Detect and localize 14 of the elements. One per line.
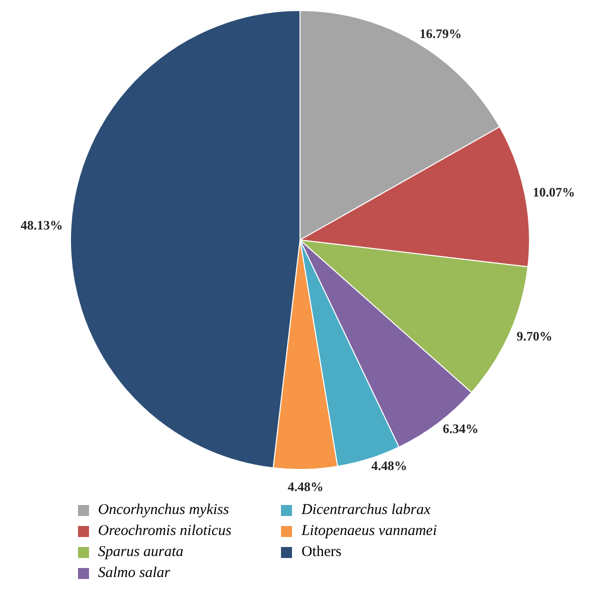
legend-label: Sparus aurata — [98, 544, 184, 561]
data-label: 6.34% — [442, 421, 479, 436]
legend-label: Oncorhynchus mykiss — [98, 502, 229, 519]
data-label: 9.70% — [516, 328, 552, 344]
legend-label: Litopenaeus vannamei — [301, 523, 437, 540]
legend-label: Oreochromis niloticus — [98, 523, 232, 540]
data-label: 48.13% — [20, 217, 63, 232]
legend-label: Salmo salar — [98, 565, 170, 582]
data-label: 10.07% — [532, 184, 576, 200]
data-label: 4.48% — [288, 478, 324, 494]
data-label: 16.79% — [420, 26, 462, 42]
legend-label: Others — [301, 544, 342, 561]
data-label: 4.48% — [371, 458, 408, 473]
legend-label: Dicentrarchus labrax — [301, 502, 430, 519]
